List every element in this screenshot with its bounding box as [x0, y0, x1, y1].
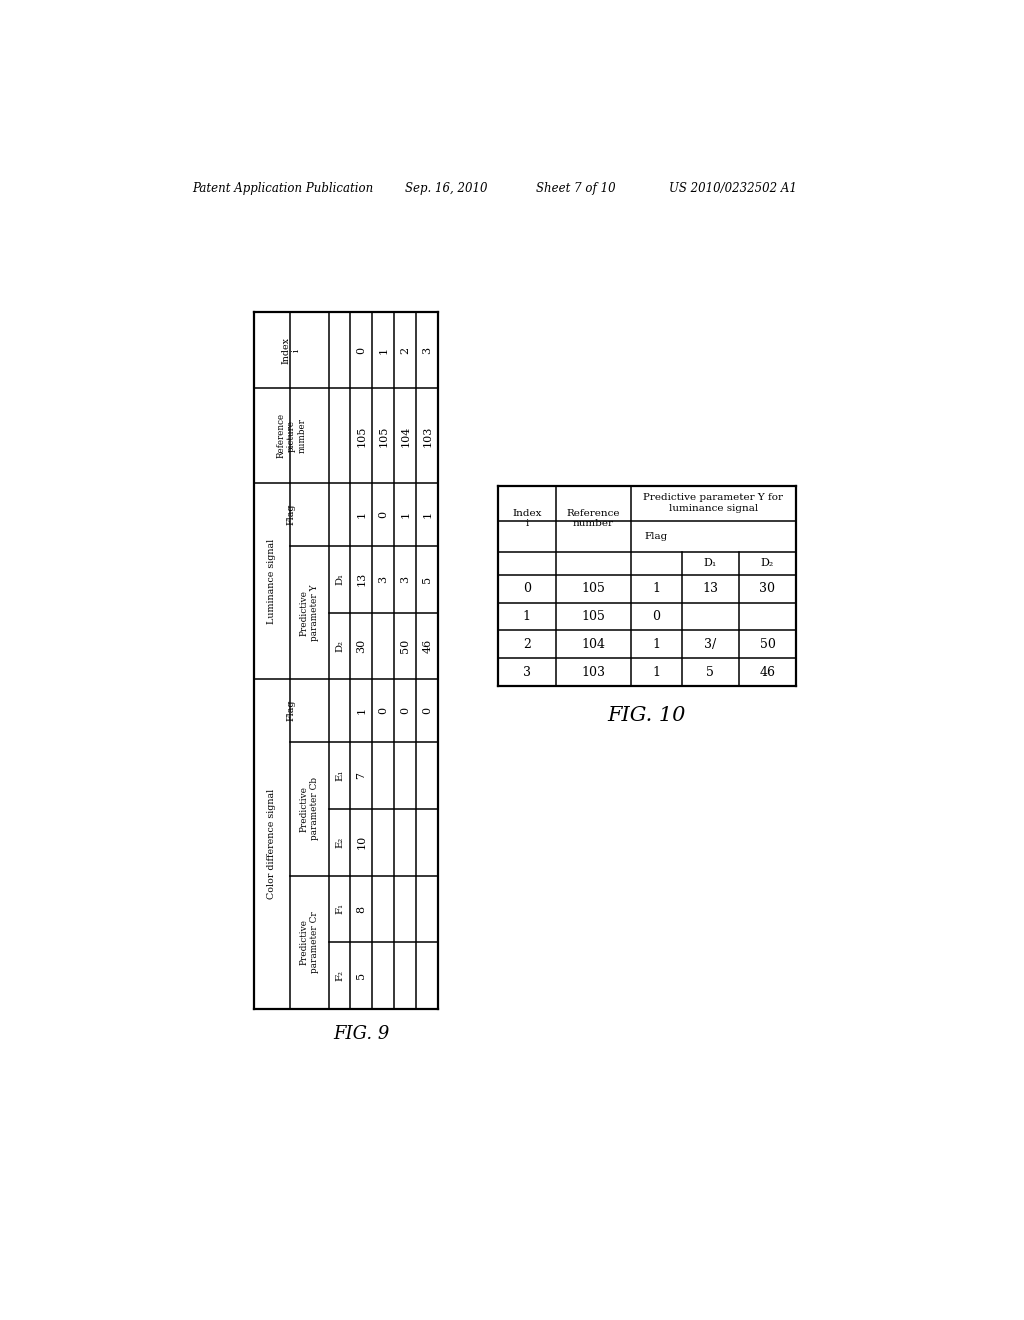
Text: 8: 8 [356, 906, 367, 912]
Text: E₁: E₁ [335, 770, 344, 781]
Text: FIG. 9: FIG. 9 [333, 1024, 389, 1043]
Text: 1: 1 [422, 511, 432, 519]
Text: 0: 0 [378, 511, 388, 519]
Text: 105: 105 [582, 582, 605, 595]
Text: 7: 7 [356, 772, 367, 779]
Text: 3: 3 [400, 576, 411, 582]
Text: Flag: Flag [287, 504, 296, 525]
Text: 3: 3 [523, 665, 530, 678]
Text: Flag: Flag [645, 532, 668, 541]
Text: D₂: D₂ [761, 558, 774, 568]
Text: 3: 3 [422, 347, 432, 354]
Text: Index
i: Index i [512, 510, 542, 528]
Text: Sep. 16, 2010: Sep. 16, 2010 [406, 182, 488, 194]
Text: 1: 1 [523, 610, 530, 623]
Text: 2: 2 [400, 347, 411, 354]
Text: 50: 50 [400, 639, 411, 653]
Text: Flag: Flag [287, 700, 296, 721]
Text: 105: 105 [582, 610, 605, 623]
Text: Predictive parameter Y for
luminance signal: Predictive parameter Y for luminance sig… [643, 494, 783, 513]
Text: D₁: D₁ [703, 558, 717, 568]
Text: 0: 0 [356, 347, 367, 354]
Text: Index
i: Index i [282, 337, 301, 364]
Text: Luminance signal: Luminance signal [267, 539, 276, 624]
Text: D₁: D₁ [335, 573, 344, 585]
Text: Patent Application Publication: Patent Application Publication [193, 182, 374, 194]
Text: 0: 0 [422, 708, 432, 714]
Text: 103: 103 [422, 425, 432, 446]
Text: 1: 1 [652, 665, 660, 678]
Text: 1: 1 [400, 511, 411, 519]
Text: 1: 1 [356, 708, 367, 714]
Text: 103: 103 [582, 665, 605, 678]
Text: 1: 1 [652, 582, 660, 595]
Text: 5: 5 [356, 973, 367, 979]
Text: FIG. 10: FIG. 10 [607, 706, 686, 725]
Text: 0: 0 [378, 708, 388, 714]
Text: 0: 0 [652, 610, 660, 623]
Text: 1: 1 [378, 347, 388, 354]
Text: F₂: F₂ [335, 970, 344, 981]
Text: 1: 1 [652, 638, 660, 651]
Text: 30: 30 [356, 639, 367, 653]
Text: 105: 105 [378, 425, 388, 446]
Text: 0: 0 [400, 708, 411, 714]
Text: 30: 30 [760, 582, 775, 595]
Text: D₂: D₂ [335, 640, 344, 652]
Text: 1: 1 [356, 511, 367, 519]
Text: E₂: E₂ [335, 837, 344, 847]
Text: 104: 104 [582, 638, 605, 651]
Text: Reference
number: Reference number [567, 510, 621, 528]
Text: F₁: F₁ [335, 903, 344, 915]
Text: Sheet 7 of 10: Sheet 7 of 10 [536, 182, 615, 194]
Text: Predictive
parameter Cb: Predictive parameter Cb [300, 777, 319, 840]
Text: 46: 46 [760, 665, 775, 678]
Text: 46: 46 [422, 639, 432, 653]
Text: Predictive
parameter Y: Predictive parameter Y [300, 585, 319, 640]
Text: 3: 3 [378, 576, 388, 582]
Text: 104: 104 [400, 425, 411, 446]
Text: US 2010/0232502 A1: US 2010/0232502 A1 [669, 182, 797, 194]
Text: Color difference signal: Color difference signal [267, 789, 276, 899]
Text: 2: 2 [523, 638, 530, 651]
Text: 5: 5 [707, 665, 714, 678]
Text: 105: 105 [356, 425, 367, 446]
Text: Predictive
parameter Cr: Predictive parameter Cr [300, 912, 319, 973]
Text: 10: 10 [356, 836, 367, 849]
Text: 0: 0 [523, 582, 530, 595]
Text: 3/: 3/ [705, 638, 717, 651]
Text: Reference
picture
number: Reference picture number [276, 413, 306, 458]
Text: 50: 50 [760, 638, 775, 651]
Text: 13: 13 [356, 572, 367, 586]
Text: 13: 13 [702, 582, 718, 595]
Text: 5: 5 [422, 576, 432, 582]
